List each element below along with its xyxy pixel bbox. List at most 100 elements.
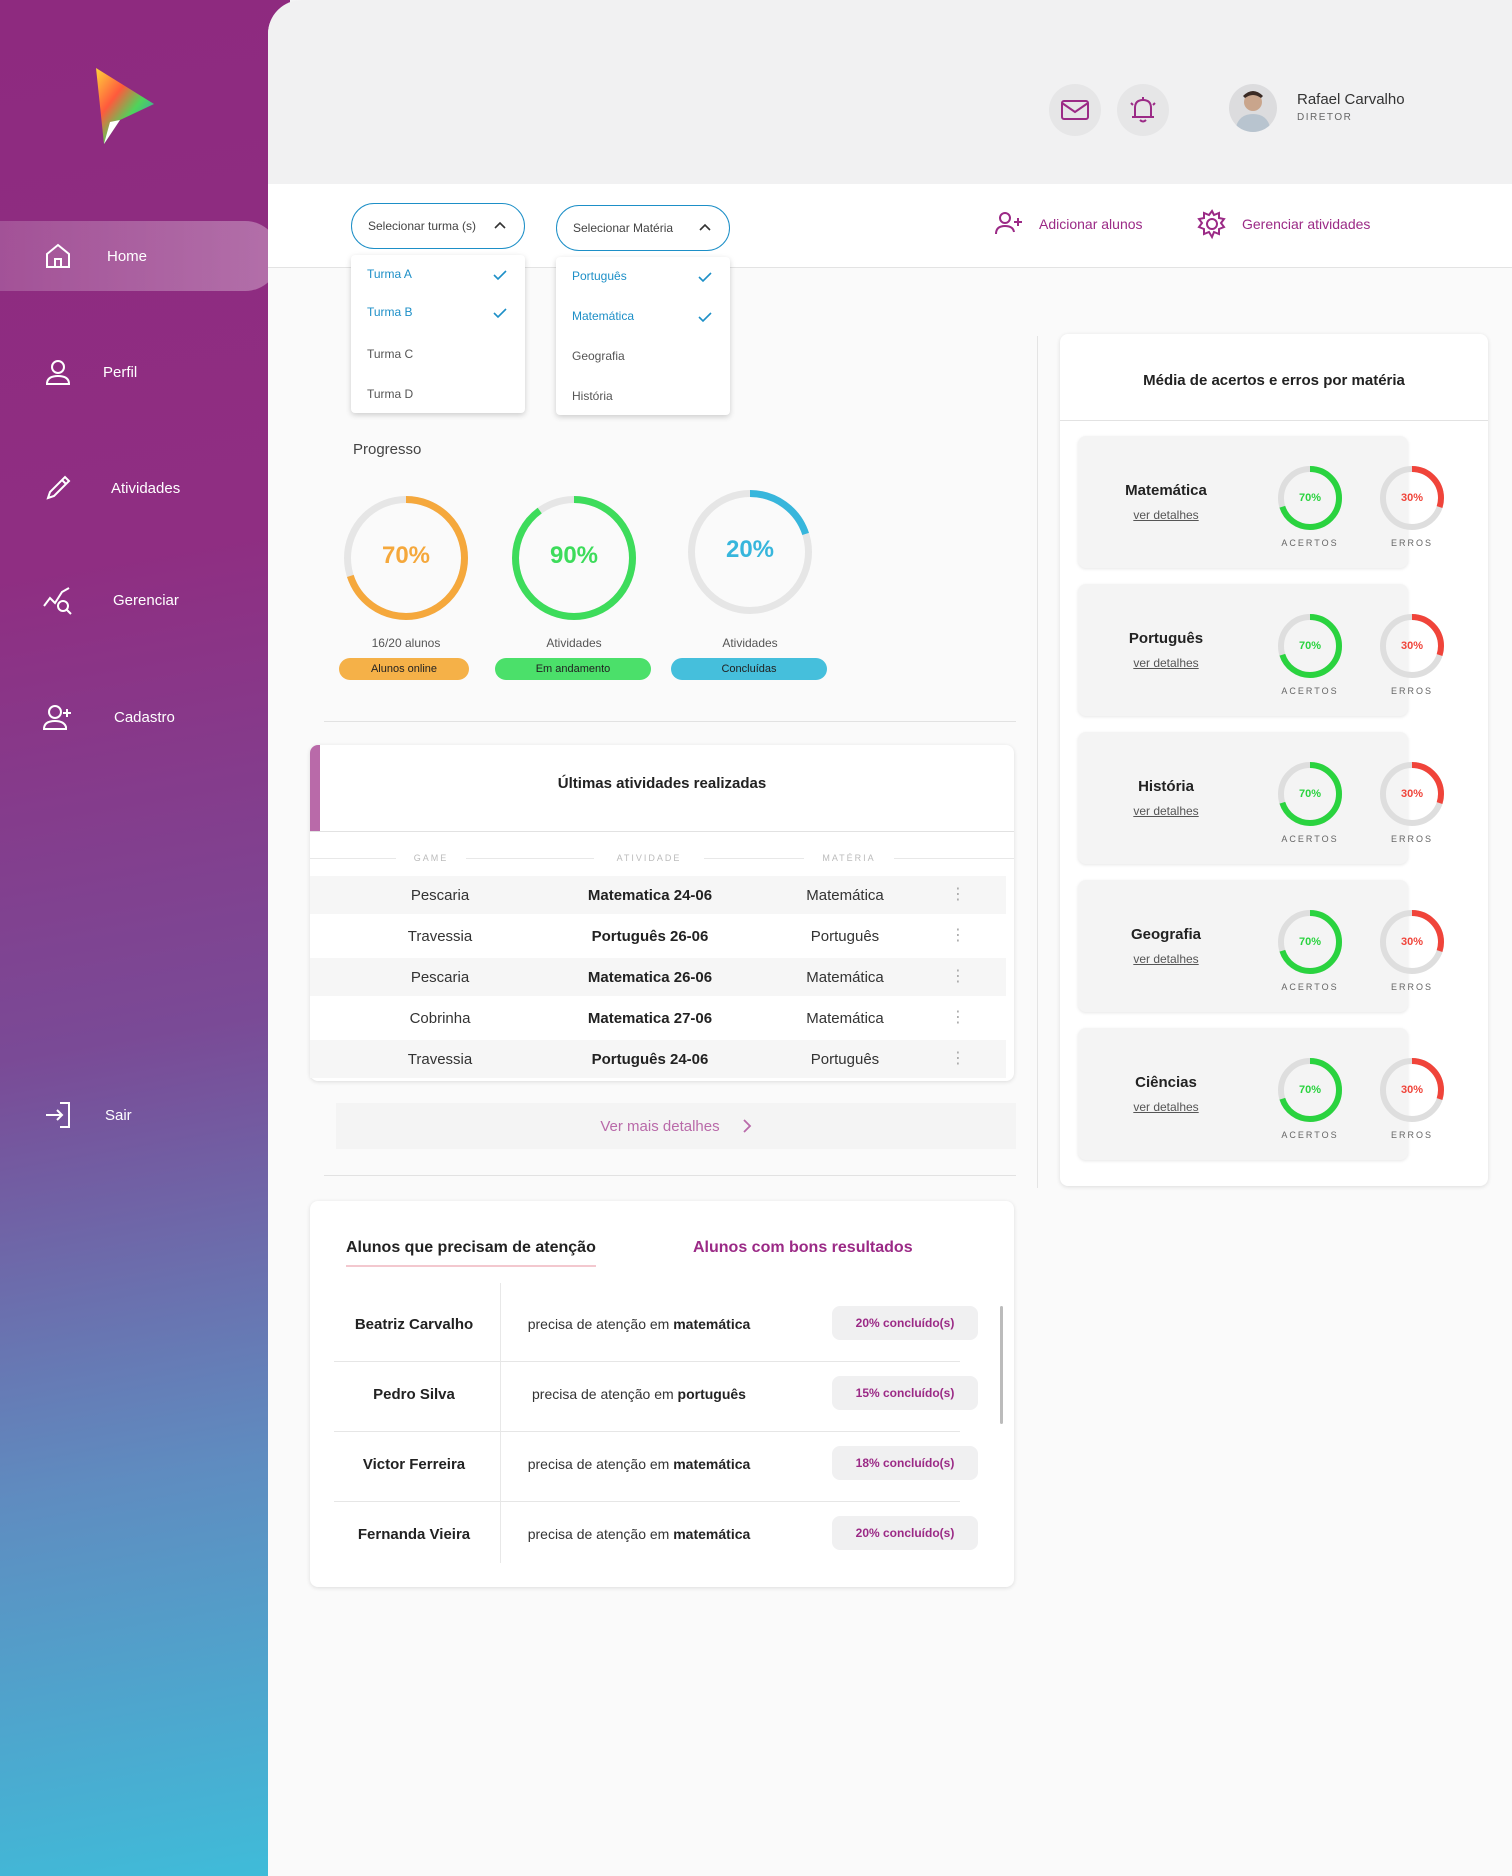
- details-link[interactable]: ver detalhes: [1133, 952, 1199, 966]
- table-row[interactable]: Travessia Português 26-06 Português ⋮: [310, 917, 1006, 955]
- errors-ring: [1380, 614, 1444, 678]
- sidebar-item-atividades[interactable]: Atividades: [0, 453, 280, 523]
- mail-icon: [1061, 100, 1089, 120]
- progress-value: 90%: [549, 542, 599, 569]
- progress-ring-svg: [344, 496, 468, 620]
- gear-icon: [1197, 209, 1226, 240]
- progress-badge: 18% concluído(s): [832, 1446, 978, 1480]
- activities-title: Últimas atividades realizadas: [557, 775, 767, 792]
- column-header: MATÉRIA: [804, 853, 894, 863]
- table-row[interactable]: Travessia Português 24-06 Português ⋮: [310, 1040, 1006, 1078]
- more-options-icon[interactable]: ⋮: [950, 968, 966, 985]
- subject-card: Ciências ver detalhes 70% ACERTOS 30% ERROS: [1078, 1028, 1444, 1160]
- errors-ring-svg: [1380, 910, 1444, 974]
- hits-value: 70%: [1298, 1084, 1322, 1096]
- materia-select[interactable]: Selecionar Matéria: [556, 205, 730, 251]
- messages-button[interactable]: [1049, 84, 1101, 136]
- need-subject: matemática: [673, 1456, 751, 1472]
- more-details-button[interactable]: Ver mais detalhes: [336, 1103, 1016, 1149]
- materia-option[interactable]: Português: [572, 269, 627, 283]
- ring-fill: [1380, 762, 1444, 826]
- ring-fill: [344, 496, 468, 620]
- check-icon: [493, 270, 507, 281]
- list-item[interactable]: Victor Ferreira precisa de atenção em mat…: [334, 1432, 978, 1502]
- table-row[interactable]: Pescaria Matematica 26-06 Matemática ⋮: [310, 958, 1006, 996]
- tab-attention[interactable]: Alunos que precisam de atenção: [346, 1239, 596, 1267]
- hits-ring: [1278, 466, 1342, 530]
- turma-option[interactable]: Turma C: [367, 347, 414, 361]
- hits-ring: [1278, 1058, 1342, 1122]
- list-item[interactable]: Pedro Silva precisa de atenção em portugu…: [334, 1362, 978, 1432]
- progress-badge: 20% concluído(s): [832, 1516, 978, 1550]
- need-prefix: precisa de atenção em: [527, 1526, 670, 1542]
- more-options-icon[interactable]: ⋮: [950, 927, 966, 944]
- more-options-icon[interactable]: ⋮: [950, 1009, 966, 1026]
- game-cell: Pescaria: [410, 968, 470, 986]
- materia-option[interactable]: História: [572, 389, 613, 403]
- table-row[interactable]: Pescaria Matematica 24-06 Matemática ⋮: [310, 876, 1006, 914]
- game-cell: Cobrinha: [409, 1009, 471, 1027]
- ring-fill: [1380, 910, 1444, 974]
- turma-option[interactable]: Turma D: [367, 387, 414, 401]
- progress-ring-svg: [688, 490, 812, 614]
- sidebar-item-home[interactable]: Home: [0, 221, 280, 291]
- hits-label: ACERTOS: [1281, 538, 1339, 548]
- app-logo: [96, 68, 154, 144]
- student-need: precisa de atenção em matemática: [504, 1526, 774, 1542]
- hits-label: ACERTOS: [1281, 982, 1339, 992]
- errors-ring: [1380, 466, 1444, 530]
- hits-value: 70%: [1298, 492, 1322, 504]
- sidebar-item-label: Sair: [105, 1106, 132, 1124]
- pencil-icon: [46, 475, 71, 500]
- hits-ring-svg: [1278, 614, 1342, 678]
- details-link[interactable]: ver detalhes: [1133, 1100, 1199, 1114]
- sidebar-item-label: Perfil: [103, 363, 138, 381]
- scrollbar[interactable]: [1000, 1306, 1003, 1424]
- materia-option[interactable]: Matemática: [572, 309, 635, 323]
- students-card: Alunos que precisam de atenção Alunos co…: [310, 1201, 1014, 1587]
- sidebar-item-gerenciar[interactable]: Gerenciar: [0, 565, 280, 635]
- ring-fill: [1278, 762, 1342, 826]
- more-options-icon[interactable]: ⋮: [950, 886, 966, 903]
- materia-option[interactable]: Geografia: [572, 349, 625, 363]
- details-link[interactable]: ver detalhes: [1133, 656, 1199, 670]
- details-link[interactable]: ver detalhes: [1133, 508, 1199, 522]
- errors-value: 30%: [1400, 492, 1424, 504]
- progress-ring: [344, 496, 468, 620]
- add-user-icon: [995, 212, 1022, 235]
- hits-value: 70%: [1298, 936, 1322, 948]
- table-row[interactable]: Cobrinha Matematica 27-06 Matemática ⋮: [310, 999, 1006, 1037]
- subject-name: História: [1138, 778, 1194, 795]
- sidebar-item-label: Atividades: [111, 479, 181, 497]
- errors-ring-svg: [1380, 762, 1444, 826]
- list-item[interactable]: Fernanda Vieira precisa de atenção em mat…: [334, 1502, 978, 1572]
- details-link[interactable]: ver detalhes: [1133, 804, 1199, 818]
- subject-cell: Matemática: [806, 886, 884, 904]
- more-options-icon[interactable]: ⋮: [950, 1050, 966, 1067]
- status-badge: Alunos online: [339, 658, 469, 680]
- activity-cell: Matematica 26-06: [587, 968, 713, 986]
- hits-ring: [1278, 614, 1342, 678]
- sidebar-item-label: Gerenciar: [113, 591, 179, 609]
- add-students-button[interactable]: Adicionar alunos: [993, 208, 1143, 240]
- progress-badge: 15% concluído(s): [832, 1376, 978, 1410]
- manage-activities-button[interactable]: Gerenciar atividades: [1196, 208, 1370, 240]
- sidebar-item-perfil[interactable]: Perfil: [0, 337, 280, 407]
- tab-good-results[interactable]: Alunos com bons resultados: [693, 1239, 913, 1256]
- progress-value: 70%: [381, 542, 431, 569]
- sidebar-item-sair[interactable]: Sair: [0, 1080, 280, 1150]
- turma-option[interactable]: Turma A: [367, 267, 412, 281]
- list-item[interactable]: Beatriz Carvalho precisa de atenção em ma…: [334, 1292, 978, 1362]
- hits-ring: [1278, 910, 1342, 974]
- hits-label: ACERTOS: [1281, 1130, 1339, 1140]
- turma-select[interactable]: Selecionar turma (s): [351, 203, 525, 249]
- sidebar-item-cadastro[interactable]: Cadastro: [0, 682, 280, 752]
- check-icon: [493, 308, 507, 319]
- turma-option[interactable]: Turma B: [367, 305, 413, 319]
- progress-badge: 20% concluído(s): [832, 1306, 978, 1340]
- subject-name: Português: [1128, 630, 1204, 647]
- notifications-button[interactable]: [1117, 84, 1169, 136]
- errors-value: 30%: [1400, 788, 1424, 800]
- avatar[interactable]: [1229, 84, 1277, 132]
- errors-ring: [1380, 762, 1444, 826]
